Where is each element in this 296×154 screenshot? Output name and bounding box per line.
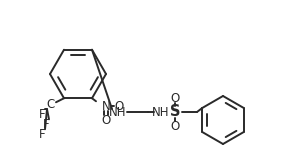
Text: NH: NH [109, 105, 127, 118]
Text: O: O [101, 114, 111, 127]
Text: O: O [114, 100, 124, 113]
Text: N: N [102, 100, 110, 113]
Text: F: F [43, 118, 49, 131]
Text: NH: NH [152, 105, 170, 118]
Text: F: F [39, 128, 45, 141]
Text: C: C [46, 98, 54, 111]
Text: S: S [170, 105, 180, 120]
Text: F: F [39, 108, 45, 121]
Text: O: O [170, 91, 180, 105]
Text: O: O [170, 120, 180, 132]
